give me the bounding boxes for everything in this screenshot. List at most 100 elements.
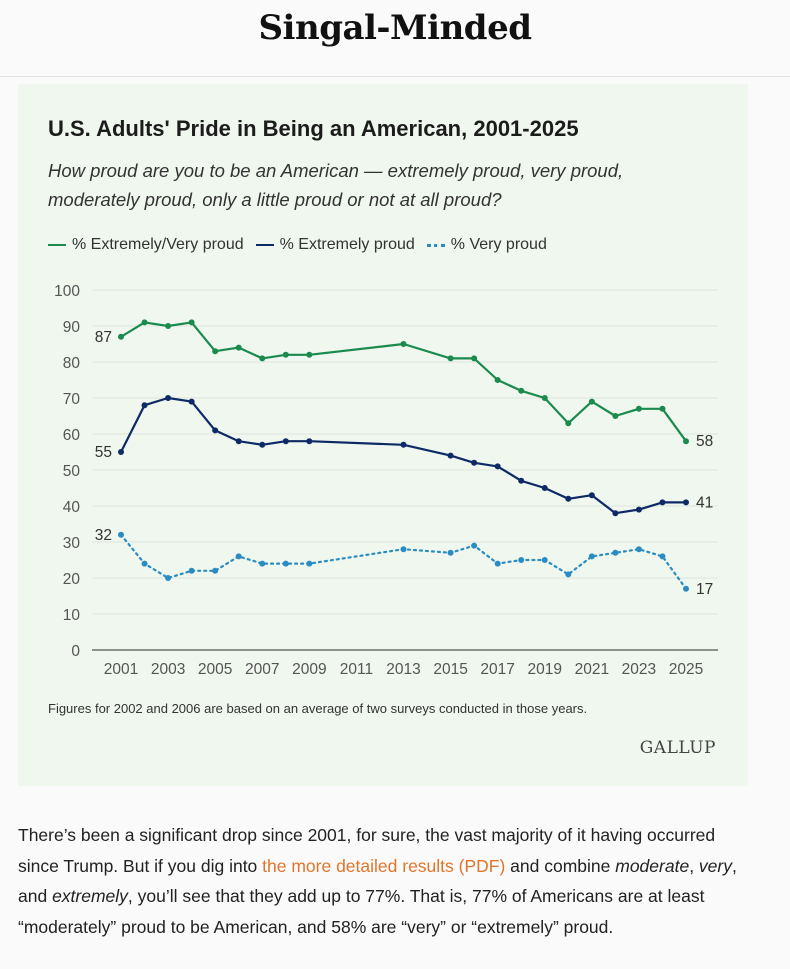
y-tick-label: 100 xyxy=(54,283,80,300)
y-tick-label: 0 xyxy=(71,643,80,660)
data-point xyxy=(282,351,289,358)
x-tick-label: 2001 xyxy=(104,661,138,678)
article-text: , you’ll see that they add up to 77%. Th… xyxy=(18,886,705,937)
y-tick-label: 90 xyxy=(63,319,81,336)
data-point xyxy=(235,438,242,445)
legend-swatch-green xyxy=(48,244,66,246)
chart-footnote: Figures for 2002 and 2006 are based on a… xyxy=(48,701,588,716)
end-data-label: 41 xyxy=(696,494,713,511)
data-point xyxy=(518,557,525,563)
data-point xyxy=(235,553,242,560)
x-tick-label: 2007 xyxy=(245,661,279,678)
data-point xyxy=(141,402,148,409)
x-tick-label: 2023 xyxy=(622,661,656,678)
data-point xyxy=(612,549,619,556)
data-point xyxy=(541,485,548,491)
chart-title: U.S. Adults' Pride in Being an American,… xyxy=(48,116,579,141)
data-point xyxy=(447,452,454,459)
data-point xyxy=(235,344,242,351)
chart-subtitle: How proud are you to be an American — ex… xyxy=(48,160,624,210)
data-point xyxy=(635,405,642,412)
data-point xyxy=(635,546,642,553)
data-point xyxy=(165,323,172,329)
start-data-label: 55 xyxy=(95,444,112,461)
series-line-0 xyxy=(120,321,687,442)
site-title[interactable]: Singal-Minded xyxy=(258,8,532,48)
end-data-label: 58 xyxy=(696,433,713,450)
data-point xyxy=(141,319,148,326)
data-point xyxy=(518,387,525,394)
article-text: , and xyxy=(18,855,737,907)
series-line-2 xyxy=(119,533,688,590)
data-point xyxy=(259,355,266,362)
data-point xyxy=(306,351,313,358)
detailed-results-link[interactable]: the more detailed results (PDF) xyxy=(262,855,506,876)
data-point xyxy=(259,560,266,567)
data-point xyxy=(683,438,689,445)
data-point xyxy=(565,571,572,578)
x-tick-label: 2005 xyxy=(198,661,232,678)
line-chart: 0 10 20 30 40 50 60 70 80 90 100 2001 2003 2005 2007 20… xyxy=(54,283,718,678)
masthead: Singal-Minded xyxy=(0,0,790,77)
data-point xyxy=(188,398,195,405)
x-tick-label: 2013 xyxy=(386,661,420,678)
data-point xyxy=(400,441,407,448)
data-point xyxy=(612,510,619,517)
y-tick-label: 70 xyxy=(63,391,81,408)
x-tick-label: 2009 xyxy=(292,661,326,678)
data-point xyxy=(471,459,478,466)
data-point xyxy=(212,427,219,434)
legend-swatch-dotted xyxy=(426,243,445,247)
data-point xyxy=(282,560,289,567)
data-point xyxy=(188,319,195,326)
data-point xyxy=(588,398,595,405)
data-point xyxy=(165,575,172,581)
data-point xyxy=(588,492,595,499)
x-tick-label: 2025 xyxy=(669,661,703,678)
data-point xyxy=(659,499,666,506)
y-tick-label: 30 xyxy=(63,535,81,552)
article-paragraph: There’s been a significant drop since 20… xyxy=(18,820,758,942)
y-tick-label: 80 xyxy=(63,355,81,372)
data-point xyxy=(471,355,478,362)
article-emphasis: extremely xyxy=(52,886,128,906)
article-emphasis: moderate xyxy=(615,855,690,876)
article-text: , xyxy=(689,855,699,876)
data-point xyxy=(212,348,219,355)
data-point xyxy=(518,477,525,484)
data-point xyxy=(565,420,572,427)
data-point xyxy=(635,506,642,513)
end-data-label: 17 xyxy=(696,581,713,598)
data-point xyxy=(541,395,548,401)
data-point xyxy=(659,553,666,560)
legend-label: % Extremely proud xyxy=(279,236,415,253)
x-tick-label: 2021 xyxy=(575,661,609,678)
article-text: and combine xyxy=(505,855,616,876)
data-point xyxy=(494,377,501,383)
chart-legend: % Extremely/Very proud % Extremely proud… xyxy=(48,234,559,256)
data-point xyxy=(541,557,548,563)
data-point xyxy=(306,560,313,567)
y-tick-label: 10 xyxy=(63,607,81,624)
data-point xyxy=(494,560,501,567)
chart-card: U.S. Adults' Pride in Being an American,… xyxy=(18,84,748,786)
series-line-1 xyxy=(120,396,686,515)
data-point xyxy=(141,560,148,567)
gallup-logo: GALLUP xyxy=(639,738,716,758)
y-tick-label: 20 xyxy=(63,571,81,588)
data-point xyxy=(212,567,219,574)
data-point xyxy=(565,495,572,502)
legend-swatch-navy xyxy=(255,244,274,246)
data-point xyxy=(165,395,172,401)
data-point xyxy=(471,542,478,549)
data-point xyxy=(659,405,666,412)
data-point xyxy=(118,531,124,538)
data-point xyxy=(400,341,407,347)
data-point xyxy=(259,441,266,448)
legend-label: % Extremely/Very proud xyxy=(72,236,244,253)
data-point xyxy=(118,449,124,455)
data-point xyxy=(494,463,501,470)
data-point xyxy=(447,549,454,556)
start-data-label: 87 xyxy=(95,329,112,346)
legend-item-extremely-very: % Extremely/Very proud xyxy=(48,236,244,254)
